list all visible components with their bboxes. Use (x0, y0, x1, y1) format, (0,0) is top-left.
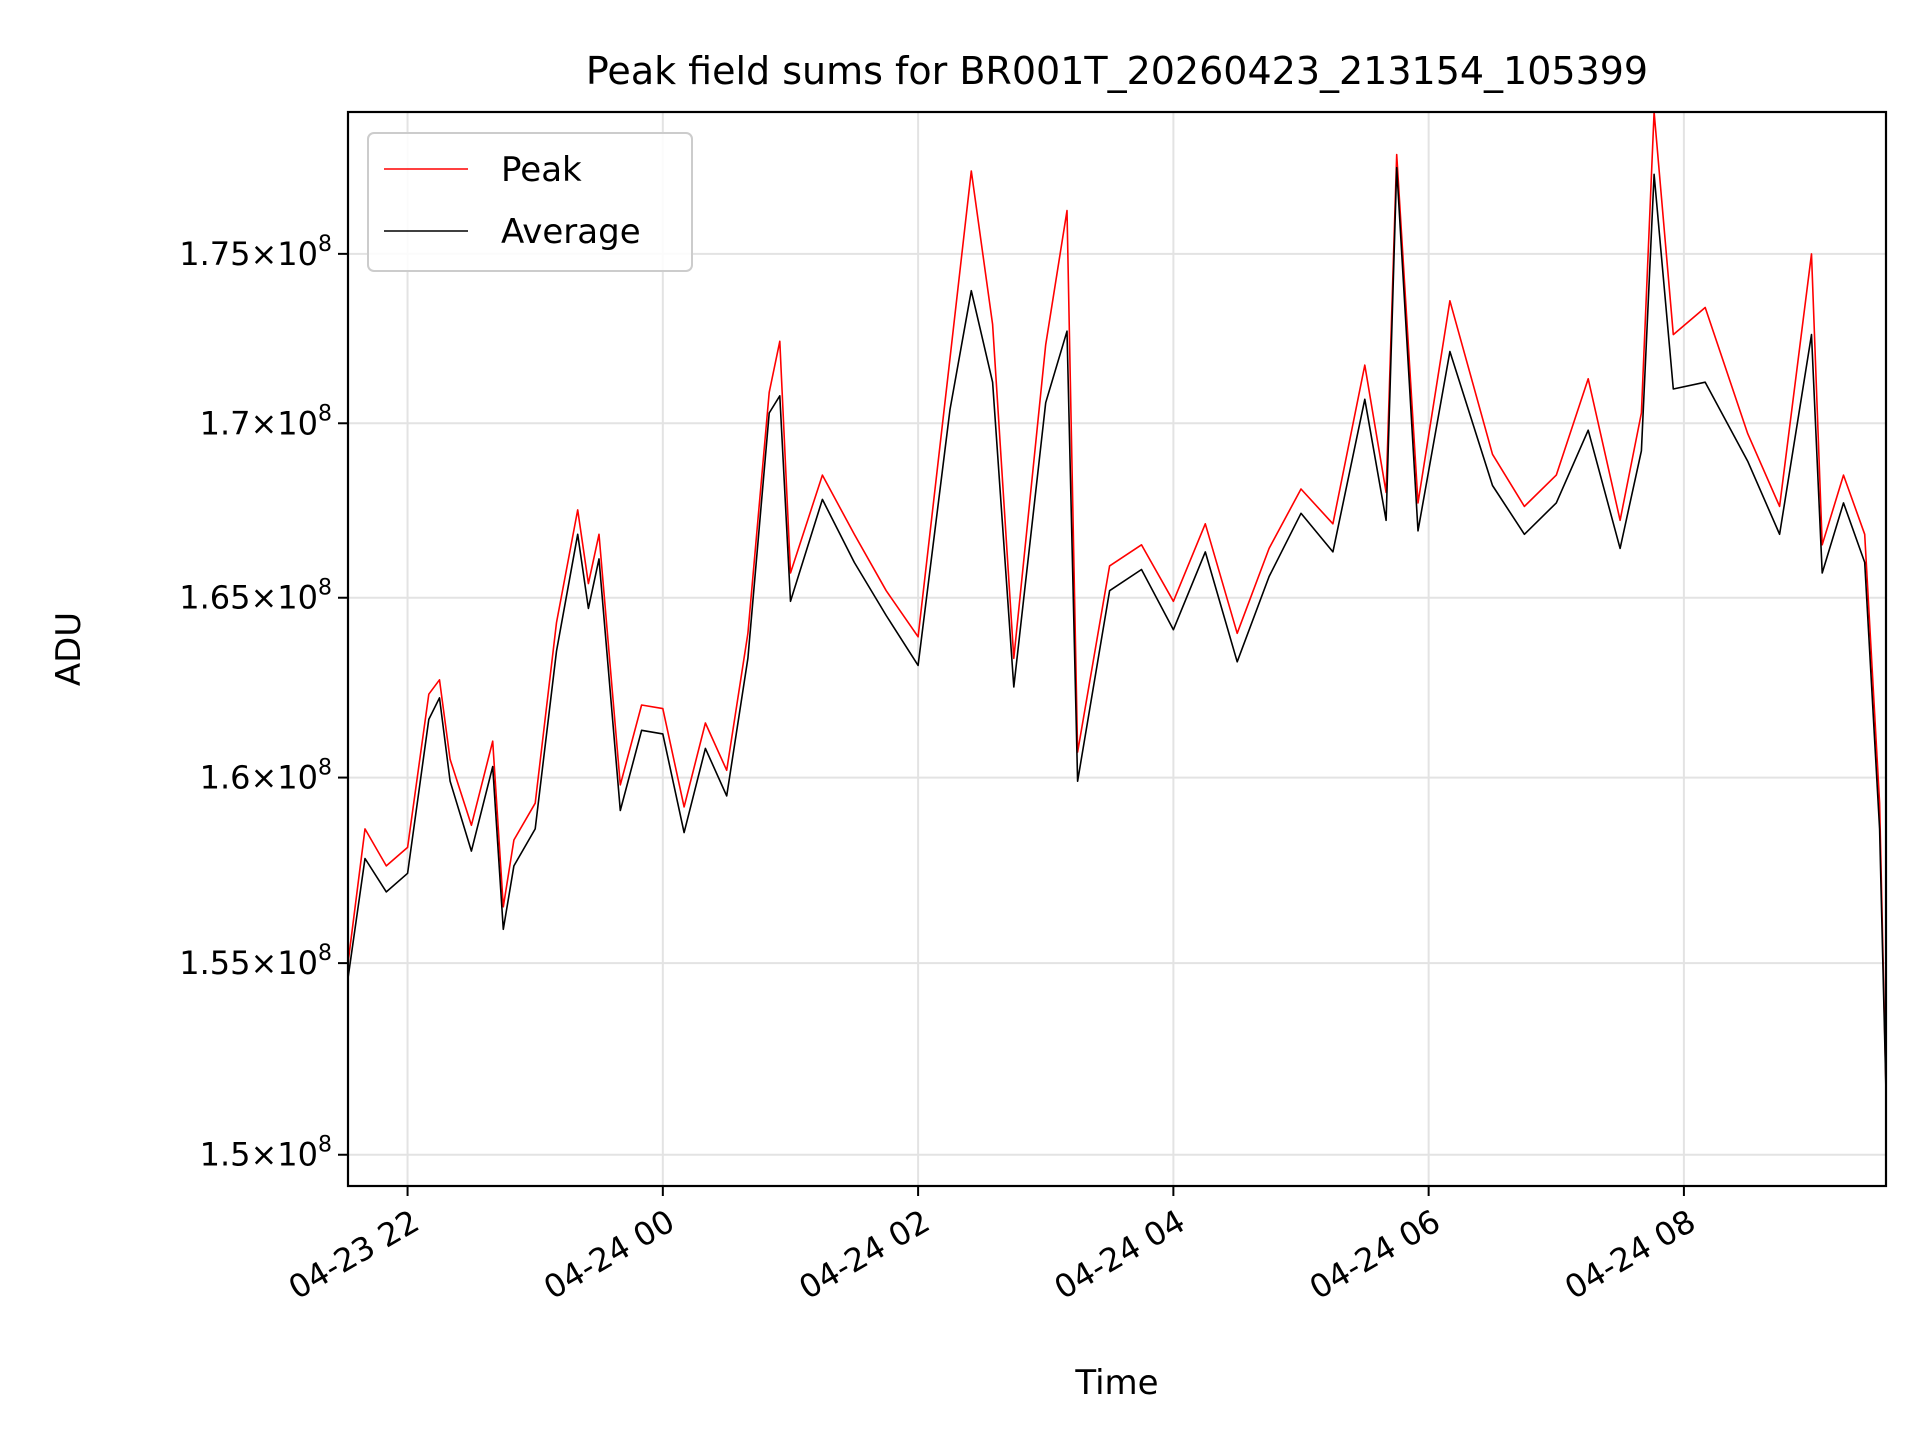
series-line-peak (347, 111, 1887, 1089)
y-tick-label: 1.6×108 (200, 756, 332, 797)
legend-label-average: Average (501, 212, 641, 252)
x-axis-label: Time (1074, 1363, 1158, 1403)
legend-label-peak: Peak (501, 150, 582, 190)
y-tick-label: 1.55×108 (179, 941, 332, 982)
legend-box (367, 132, 693, 272)
y-tick-label: 1.5×108 (200, 1133, 332, 1174)
plot-frame (346, 110, 1888, 1188)
y-axis: 1.5×108 1.55×108 1.6×108 1.65×108 1.7×108 1.7… (179, 232, 348, 1174)
series-line-average (347, 166, 1887, 1093)
series-layer (347, 111, 1887, 1093)
y-tick-label: 1.65×108 (179, 576, 332, 617)
legend: Peak Average (367, 132, 693, 272)
chart-title: Peak field sums for BR001T_20260423_2131… (586, 49, 1648, 93)
y-tick-label: 1.7×108 (200, 401, 332, 442)
y-tick-label: 1.75×108 (179, 232, 332, 273)
y-axis-label: ADU (49, 612, 89, 686)
